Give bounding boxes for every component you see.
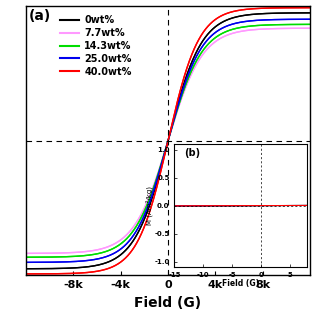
X-axis label: Field (G): Field (G)	[222, 279, 260, 288]
Y-axis label: M (Am²/kg): M (Am²/kg)	[145, 186, 153, 225]
Text: (b): (b)	[184, 148, 200, 158]
Text: (a): (a)	[28, 9, 51, 23]
Legend: 0wt%, 7.7wt%, 14.3wt%, 25.0wt%, 40.0wt%: 0wt%, 7.7wt%, 14.3wt%, 25.0wt%, 40.0wt%	[56, 11, 136, 81]
X-axis label: Field (G): Field (G)	[134, 296, 202, 310]
